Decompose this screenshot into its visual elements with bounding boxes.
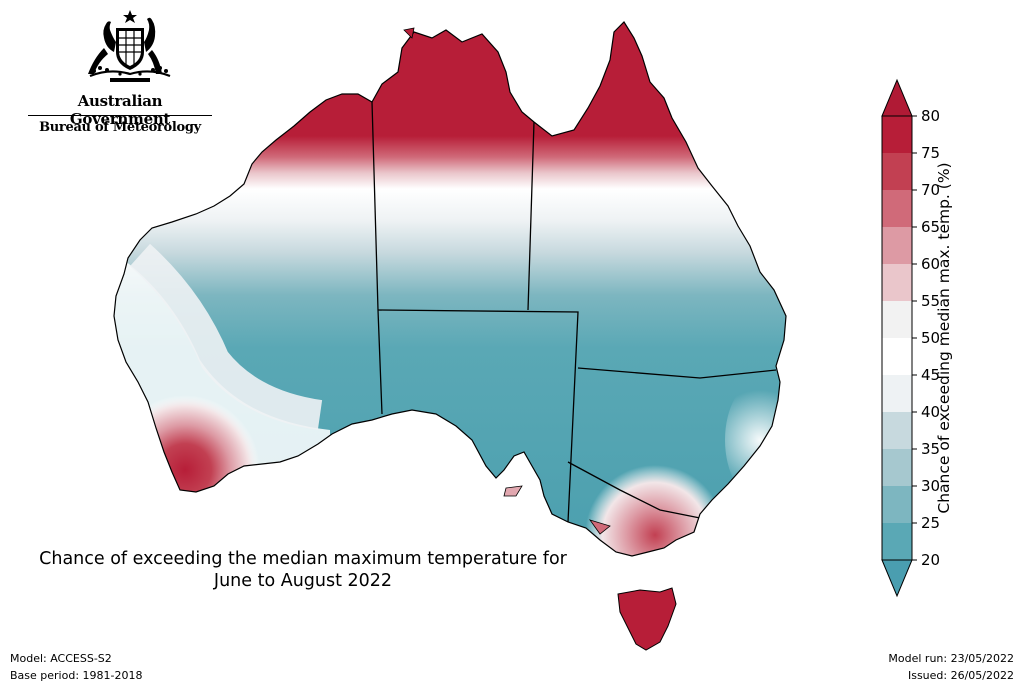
colorbar-tick-label: 70 bbox=[921, 181, 940, 199]
map-title: Chance of exceeding the median maximum t… bbox=[0, 548, 606, 592]
model-label: Model: ACCESS-S2 bbox=[10, 652, 112, 665]
government-name: Australian Government bbox=[69, 92, 171, 128]
map-title-line1: Chance of exceeding the median maximum t… bbox=[39, 549, 567, 569]
colorbar-tick-label: 65 bbox=[921, 218, 940, 236]
colorbar-bin bbox=[882, 449, 912, 486]
coat-of-arms-icon bbox=[88, 10, 171, 82]
logo-divider bbox=[28, 115, 212, 116]
colorbar-over-arrow bbox=[881, 78, 913, 117]
colorbar-bin bbox=[882, 412, 912, 449]
colorbar-title: Chance of exceeding median max. temp. (%… bbox=[935, 162, 953, 514]
colorbar-tick-label: 30 bbox=[921, 477, 940, 495]
model-run-label: Model run: 23/05/2022 bbox=[888, 652, 1014, 665]
island bbox=[403, 27, 415, 39]
colorbar-tick-label: 60 bbox=[921, 255, 940, 273]
base-period-label: Base period: 1981-2018 bbox=[10, 669, 143, 682]
colorbar-bin bbox=[882, 227, 912, 264]
map-title-line2: June to August 2022 bbox=[213, 571, 393, 591]
colorbar-bin bbox=[882, 523, 912, 560]
colorbar-tick-label: 75 bbox=[921, 144, 940, 162]
colorbar-bin bbox=[882, 153, 912, 190]
colorbar-tick-label: 25 bbox=[921, 514, 940, 532]
colorbar-tick-label: 45 bbox=[921, 366, 940, 384]
colorbar-bin bbox=[882, 116, 912, 153]
government-logo: Australian Government Bureau of Meteorol… bbox=[20, 8, 212, 135]
colorbar-bin bbox=[882, 375, 912, 412]
colorbar-tick-label: 80 bbox=[921, 107, 940, 125]
colorbar: 80 75 70 65 60 55 50 45 40 35 30 25 20 bbox=[881, 78, 940, 598]
colorbar-bin bbox=[882, 301, 912, 338]
colorbar-tick-label: 40 bbox=[921, 403, 940, 421]
colorbar-bin bbox=[882, 486, 912, 523]
colorbar-tick-label: 20 bbox=[921, 551, 940, 569]
colorbar-bin bbox=[882, 338, 912, 375]
colorbar-tick-label: 35 bbox=[921, 440, 940, 458]
colorbar-tick-label: 55 bbox=[921, 292, 940, 310]
kangaroo-island bbox=[588, 519, 611, 535]
colorbar-under-arrow bbox=[881, 559, 913, 598]
forecast-shading bbox=[114, 22, 786, 556]
bureau-name: Bureau of Meteorology bbox=[39, 120, 201, 135]
issued-label: Issued: 26/05/2022 bbox=[907, 669, 1014, 682]
colorbar-bin bbox=[882, 190, 912, 227]
tasmania bbox=[617, 587, 677, 651]
state-borders bbox=[371, 101, 777, 523]
colorbar-tick-label: 50 bbox=[921, 329, 940, 347]
island bbox=[503, 485, 523, 497]
colorbar-bin bbox=[882, 264, 912, 301]
